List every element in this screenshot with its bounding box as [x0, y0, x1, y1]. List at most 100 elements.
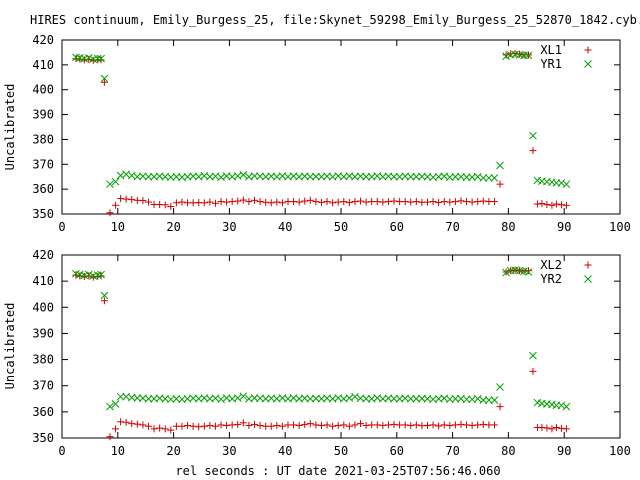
data-point: [167, 426, 175, 434]
x-tick-label: 60: [390, 220, 404, 234]
data-point: [552, 424, 560, 432]
data-point: [451, 172, 460, 181]
data-point: [407, 421, 415, 429]
data-point: [543, 201, 551, 209]
data-point: [133, 420, 141, 428]
data-point: [195, 423, 203, 431]
data-point: [144, 422, 152, 430]
data-point: [106, 209, 114, 217]
data-point: [435, 422, 443, 430]
data-point: [379, 421, 387, 429]
data-point: [178, 198, 186, 206]
data-point: [239, 170, 248, 179]
data-point: [206, 421, 214, 429]
data-point: [451, 394, 460, 403]
data-point: [457, 197, 465, 205]
data-point: [384, 421, 392, 429]
data-point: [496, 161, 504, 170]
data-point: [429, 421, 437, 429]
data-point: [516, 50, 524, 58]
data-point: [211, 199, 219, 207]
data-point: [329, 422, 337, 430]
y-tick-label: 420: [32, 248, 54, 262]
x-tick-label: 30: [222, 444, 236, 458]
data-point: [340, 198, 348, 206]
data-point: [233, 394, 242, 402]
x-tick-label: 80: [501, 444, 515, 458]
data-point: [502, 51, 510, 59]
data-point: [178, 422, 186, 430]
data-point: [334, 421, 342, 429]
data-point: [538, 424, 546, 432]
data-point: [312, 421, 320, 429]
data-point: [85, 55, 93, 63]
y-tick-label: 400: [32, 300, 54, 314]
data-point: [117, 418, 125, 426]
data-point: [100, 297, 108, 305]
data-point: [234, 197, 242, 205]
data-point: [351, 421, 359, 429]
y-tick-label: 350: [32, 431, 54, 445]
data-point: [111, 400, 120, 408]
data-point: [529, 131, 537, 140]
data-point: [295, 421, 303, 429]
data-point: [251, 196, 259, 204]
data-point: [267, 199, 275, 207]
y-tick-label: 350: [32, 207, 54, 221]
data-point: [529, 367, 537, 375]
y-tick-label: 360: [32, 182, 54, 196]
data-point: [446, 421, 454, 429]
data-point: [548, 425, 556, 433]
x-tick-label: 0: [58, 220, 65, 234]
data-point: [93, 54, 102, 63]
data-point: [562, 180, 571, 189]
data-point: [462, 173, 471, 182]
x-tick-label: 70: [445, 444, 459, 458]
data-point: [496, 180, 504, 188]
x-tick-label: 20: [166, 444, 180, 458]
data-point: [496, 403, 504, 411]
data-point: [317, 421, 325, 429]
data-point: [562, 201, 570, 209]
x-tick-label: 40: [278, 444, 292, 458]
data-point: [200, 422, 208, 430]
data-point: [557, 424, 565, 432]
data-point: [479, 420, 487, 428]
y-tick-label: 370: [32, 157, 54, 171]
data-point: [239, 419, 247, 427]
data-point: [440, 421, 448, 429]
data-point: [340, 421, 348, 429]
data-point: [490, 174, 499, 182]
data-point: [557, 401, 566, 410]
data-point: [462, 395, 471, 404]
data-point: [451, 421, 459, 429]
legend-marker: [584, 275, 592, 283]
data-point: [116, 392, 125, 401]
data-point: [357, 197, 365, 205]
data-point: [317, 198, 325, 206]
data-point: [100, 291, 109, 300]
x-tick-label: 40: [278, 220, 292, 234]
data-point: [167, 203, 175, 211]
x-tick-label: 10: [111, 220, 125, 234]
data-point: [206, 198, 214, 206]
x-tick-label: 20: [166, 220, 180, 234]
data-point: [390, 420, 398, 428]
data-point: [273, 421, 281, 429]
data-point: [357, 420, 365, 428]
data-point: [144, 172, 153, 181]
data-point: [502, 52, 511, 61]
data-point: [490, 198, 498, 206]
data-point: [245, 421, 253, 429]
data-point: [278, 422, 286, 430]
top-panel: 350 360 370 380 390 400 410 420 0 10 20 30 40 50 60 70 8…: [3, 33, 631, 234]
y-tick-label: 380: [32, 132, 54, 146]
data-point: [139, 421, 147, 429]
legend-label: XL2: [540, 258, 562, 272]
legend-marker: [584, 261, 592, 269]
data-point: [490, 396, 499, 404]
data-point: [267, 422, 275, 430]
data-point: [362, 421, 370, 429]
data-point: [312, 198, 320, 206]
x-tick-label: 10: [111, 444, 125, 458]
